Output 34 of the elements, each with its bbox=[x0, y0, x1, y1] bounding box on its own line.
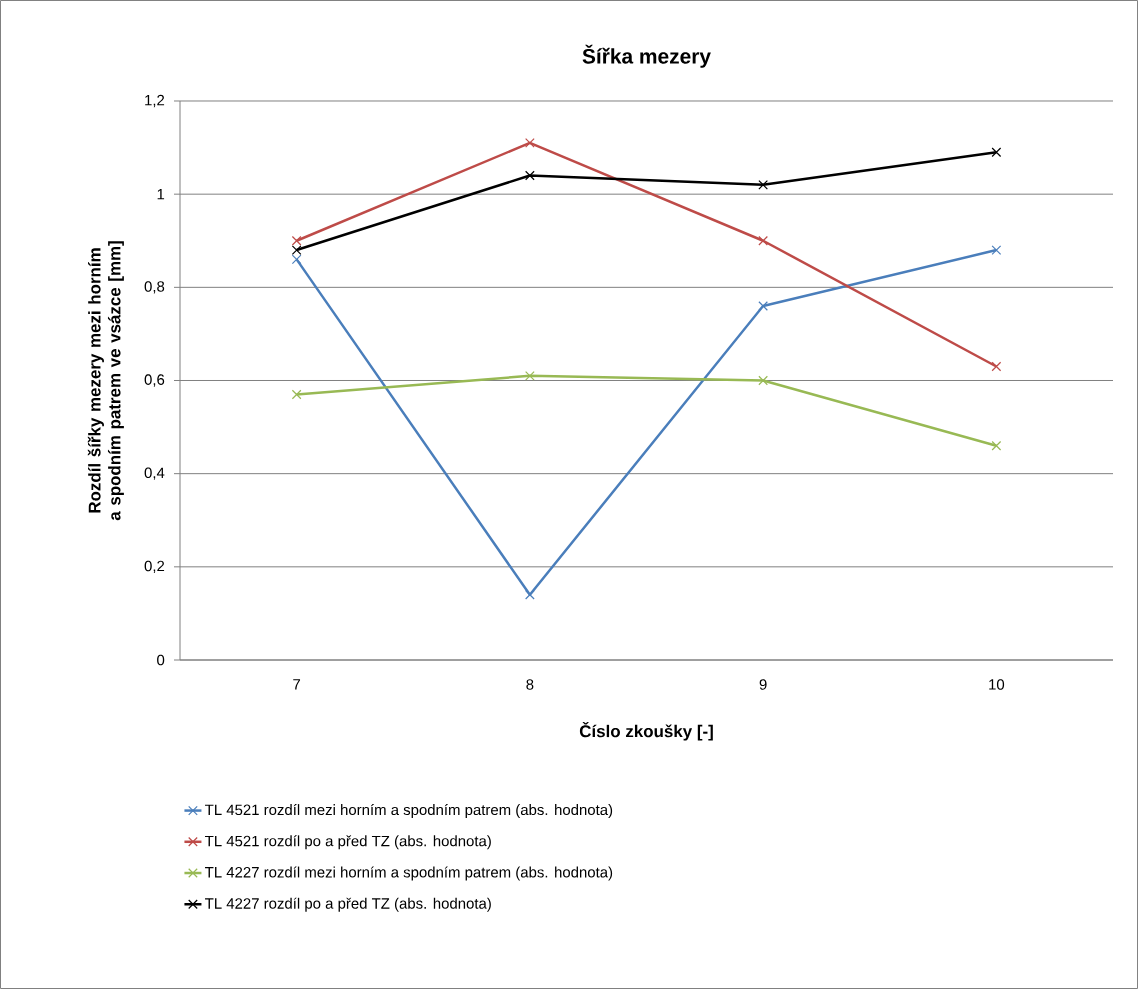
point bbox=[758, 235, 768, 246]
y-tick-label: 0,6 bbox=[144, 374, 165, 387]
chart-title: Šířka mezery bbox=[582, 44, 711, 68]
y-tick-label: 0,8 bbox=[144, 281, 165, 294]
point bbox=[525, 589, 535, 600]
point bbox=[291, 245, 302, 255]
point bbox=[291, 389, 302, 400]
point bbox=[758, 375, 768, 386]
point bbox=[525, 138, 535, 148]
point bbox=[758, 180, 768, 190]
point bbox=[291, 254, 302, 265]
y-tick-label: 0,2 bbox=[144, 560, 165, 573]
x-tick-label: 9 bbox=[759, 679, 767, 690]
y-axis-title: Rozdíl šířky mezery mezi horním a spodním patrem ve vsázce [mm] bbox=[87, 241, 124, 521]
x-tick-label: 8 bbox=[526, 679, 534, 690]
legend-label: TL 4227 rozdíl mezi horním a spodním patrem (abs. hodnota) bbox=[205, 866, 613, 881]
y-tick-label: 1 bbox=[157, 189, 165, 200]
x-tick-label: 10 bbox=[989, 679, 1005, 690]
point bbox=[991, 245, 1002, 255]
y-tick-label: 0,4 bbox=[144, 467, 165, 480]
x-tick-label: 7 bbox=[293, 679, 301, 690]
point bbox=[525, 370, 535, 381]
point bbox=[991, 361, 1002, 372]
x-axis-title: Číslo zkoušky [-] bbox=[579, 721, 713, 741]
legend-label: TL 4521 rozdíl po a před TZ (abs. hodnota) bbox=[205, 835, 491, 850]
y-tick-label: 0 bbox=[157, 654, 165, 666]
point bbox=[758, 301, 768, 311]
point bbox=[525, 170, 535, 181]
y-tick-label: 1,2 bbox=[145, 94, 165, 108]
point bbox=[291, 235, 302, 246]
legend-label: TL 4227 rozdíl po a před TZ (abs. hodnota) bbox=[205, 897, 491, 912]
point bbox=[991, 147, 1002, 158]
point bbox=[991, 440, 1002, 451]
legend-label: TL 4521 rozdíl mezi horním a spodním patrem (abs. hodnota) bbox=[205, 803, 613, 819]
